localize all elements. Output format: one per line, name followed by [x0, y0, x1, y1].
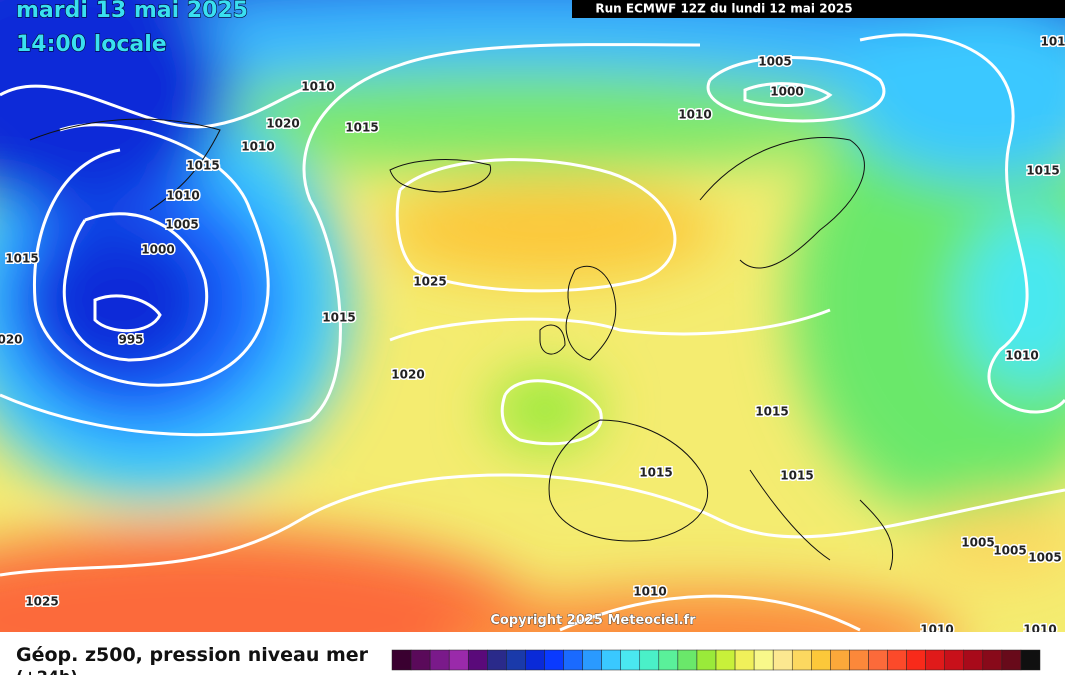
scale-swatch: [830, 649, 850, 671]
scale-swatch: [849, 649, 869, 671]
isobar-label: 1015: [755, 405, 788, 419]
isobar-label: 1010: [678, 108, 711, 122]
scale-swatch: [906, 649, 926, 671]
isobar-label: 1010: [633, 585, 666, 599]
scale-swatch: [791, 649, 812, 671]
scale-swatch: [658, 649, 679, 671]
scale-swatch: [525, 649, 545, 671]
isobar-label: 1010: [166, 189, 199, 203]
isobar-label: 1020: [391, 368, 424, 382]
scale-swatch: [506, 649, 526, 671]
scale-swatch: [696, 649, 717, 671]
scale-swatch: [963, 649, 984, 671]
scale-swatch: [448, 649, 469, 671]
time: 14:00 locale: [16, 32, 167, 57]
scale-swatch: [925, 649, 945, 671]
scale-swatch: [944, 649, 965, 671]
isobar-label: 1025: [25, 595, 58, 609]
scale-swatch: [391, 649, 412, 671]
scale-swatch: [563, 649, 583, 671]
isobar-label: 1015: [322, 311, 355, 325]
scale-swatch: [582, 649, 602, 671]
scale-swatch: [811, 649, 831, 671]
isobar-label: 1005: [961, 536, 994, 550]
scale-swatch: [487, 649, 507, 671]
isobar-label: 1015: [780, 469, 813, 483]
scale-swatch: [1020, 649, 1041, 671]
isobar-label: 1015: [639, 466, 672, 480]
isobar-label: 1005: [165, 218, 198, 232]
isobar-label: 1010: [1005, 349, 1038, 363]
footer-subtitle: (+24h): [16, 667, 78, 675]
isobar-label: 1005: [758, 55, 791, 69]
copyright: Copyright 2025 Meteociel.fr: [490, 613, 696, 628]
scale-swatch: [772, 649, 793, 671]
isobar-label: 1000: [770, 85, 803, 99]
isobar-label: 101: [1040, 35, 1065, 49]
scale-swatch: [467, 649, 488, 671]
scale-swatch: [544, 649, 564, 671]
isobar-label: 995: [118, 333, 143, 347]
scale-swatch: [410, 649, 431, 671]
isobar-label: 1015: [345, 121, 378, 135]
isobar-label: 1025: [413, 275, 446, 289]
color-scale: [391, 649, 1041, 671]
scale-swatch: [715, 649, 736, 671]
isobar-label: 1010: [241, 140, 274, 154]
isobar-label: 1000: [141, 243, 174, 257]
scale-swatch: [601, 649, 621, 671]
date: mardi 13 mai 2025: [16, 0, 248, 23]
isobar-label: 1015: [5, 252, 38, 266]
scale-swatch: [639, 649, 660, 671]
isobar-label: 1010: [301, 80, 334, 94]
scale-swatch: [1001, 649, 1022, 671]
isobar-label: 020: [0, 333, 23, 347]
scale-swatch: [982, 649, 1003, 671]
scale-swatch: [429, 649, 450, 671]
run-banner: [572, 0, 1065, 18]
isobar-label: 1005: [1028, 551, 1061, 565]
footer-title: Géop. z500, pression niveau mer: [16, 644, 369, 666]
scale-swatch: [734, 649, 755, 671]
scale-swatch: [887, 649, 907, 671]
scale-swatch: [753, 649, 774, 671]
isobar-labels: 1010 1020 1015 1010 1015 1010 1005 1000 1015 995 0…: [0, 33, 1065, 638]
scale-swatch: [868, 649, 888, 671]
scale-swatch: [620, 649, 641, 671]
isobar-label: 1015: [1026, 164, 1059, 178]
isobar-label: 1005: [993, 544, 1026, 558]
run-text: Run ECMWF 12Z du lundi 12 mai 2025: [595, 2, 852, 16]
scale-swatch: [677, 649, 698, 671]
isobar-label: 1015: [186, 159, 219, 173]
isobar-label: 1020: [266, 117, 299, 131]
